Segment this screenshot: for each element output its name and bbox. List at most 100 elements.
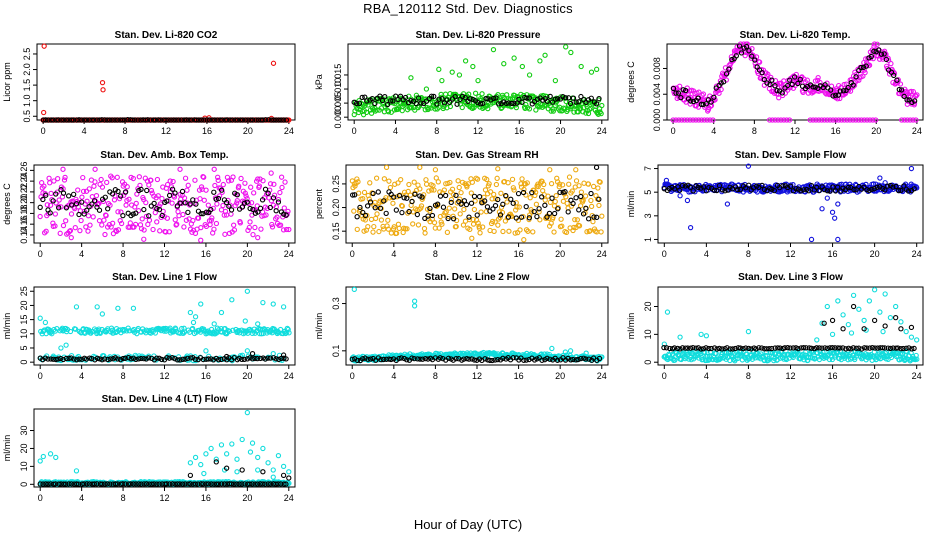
overlay-point (236, 481, 242, 487)
overlay-point (491, 95, 497, 102)
data-point (599, 213, 605, 219)
data-point (870, 181, 877, 187)
overlay-point (185, 481, 191, 487)
overlay-point (283, 117, 290, 123)
data-point (588, 69, 595, 75)
overlay-point (446, 99, 453, 105)
overlay-point (782, 345, 788, 351)
data-point (146, 217, 153, 223)
overlay-point (503, 192, 509, 199)
plot-frame (657, 164, 924, 244)
overlay-point (402, 94, 409, 101)
data-point (866, 298, 873, 304)
overlay-point (349, 356, 355, 362)
data-point (914, 356, 920, 362)
data-point (258, 226, 264, 232)
data-point (96, 218, 103, 224)
data-point (450, 191, 457, 198)
data-point (835, 298, 841, 304)
y-tick-label: 25 (19, 286, 29, 296)
overlay-point (102, 481, 108, 487)
data-point (374, 211, 380, 217)
overlay-point (891, 72, 897, 78)
overlay-point (565, 95, 572, 101)
data-point (551, 229, 557, 235)
data-point (46, 175, 52, 181)
data-point (547, 199, 554, 205)
overlay-point (273, 208, 279, 214)
data-point (768, 74, 774, 81)
x-tick-label: 16 (201, 249, 211, 259)
overlay-point (735, 345, 741, 351)
overlay-point (703, 345, 709, 351)
x-tick-label: 20 (870, 249, 880, 259)
data-point (141, 227, 147, 233)
data-point (228, 211, 234, 217)
data-point (60, 222, 67, 229)
overlay-point (218, 356, 224, 363)
data-point (664, 309, 671, 315)
overlay-point (280, 352, 287, 358)
overlay-point (195, 481, 201, 487)
overlay-point (827, 345, 833, 351)
overlay-point (164, 481, 170, 487)
overlay-point (832, 345, 838, 351)
overlay-point (200, 481, 206, 487)
overlay-point (452, 93, 458, 100)
x-tick-label: 4 (79, 249, 84, 259)
x-tick-label: 20 (871, 126, 881, 136)
x-tick-label: 0 (662, 249, 667, 259)
data-point (908, 334, 915, 340)
data-point (260, 445, 266, 452)
data-point (49, 331, 55, 337)
data-point (456, 184, 462, 191)
data-point (99, 79, 106, 86)
data-point (559, 223, 565, 229)
overlay-point (477, 101, 484, 107)
x-tick-label: 20 (870, 371, 880, 381)
data-point (254, 203, 260, 209)
overlay-point (262, 356, 268, 362)
data-point (181, 195, 188, 201)
data-point (866, 62, 873, 68)
overlay-point (596, 196, 602, 202)
overlay-point (249, 481, 255, 487)
data-point (198, 224, 204, 231)
overlay-point (436, 96, 442, 102)
data-point (536, 104, 543, 110)
overlay-point (105, 206, 111, 212)
overlay-point (761, 186, 768, 193)
data-point (223, 451, 230, 457)
overlay-point (281, 211, 287, 217)
overlay-point (547, 356, 553, 362)
overlay-point (96, 207, 103, 213)
overlay-point (749, 53, 755, 59)
overlay-point (404, 195, 410, 201)
data-point (531, 96, 538, 102)
overlay-point (848, 346, 854, 352)
overlay-point (268, 117, 274, 123)
data-point (62, 174, 68, 181)
overlay-point (63, 205, 70, 211)
data-point (86, 186, 92, 192)
overlay-point (570, 356, 576, 363)
y-tick-label: 1 (643, 237, 653, 242)
data-point (406, 181, 412, 188)
overlay-point (174, 481, 181, 487)
overlay-point (138, 355, 144, 362)
data-point (243, 193, 249, 199)
data-point (409, 105, 415, 111)
data-point (181, 224, 187, 230)
overlay-point (242, 117, 249, 123)
data-point (431, 219, 438, 226)
overlay-point (89, 117, 95, 123)
overlay-point (182, 200, 188, 206)
overlay-point (94, 481, 100, 487)
x-tick-label: 4 (391, 249, 396, 259)
data-point (504, 199, 510, 205)
data-point (91, 183, 97, 189)
overlay-point (262, 186, 269, 192)
y-axis-label: ml/min (626, 191, 636, 218)
overlay-point (869, 186, 875, 193)
